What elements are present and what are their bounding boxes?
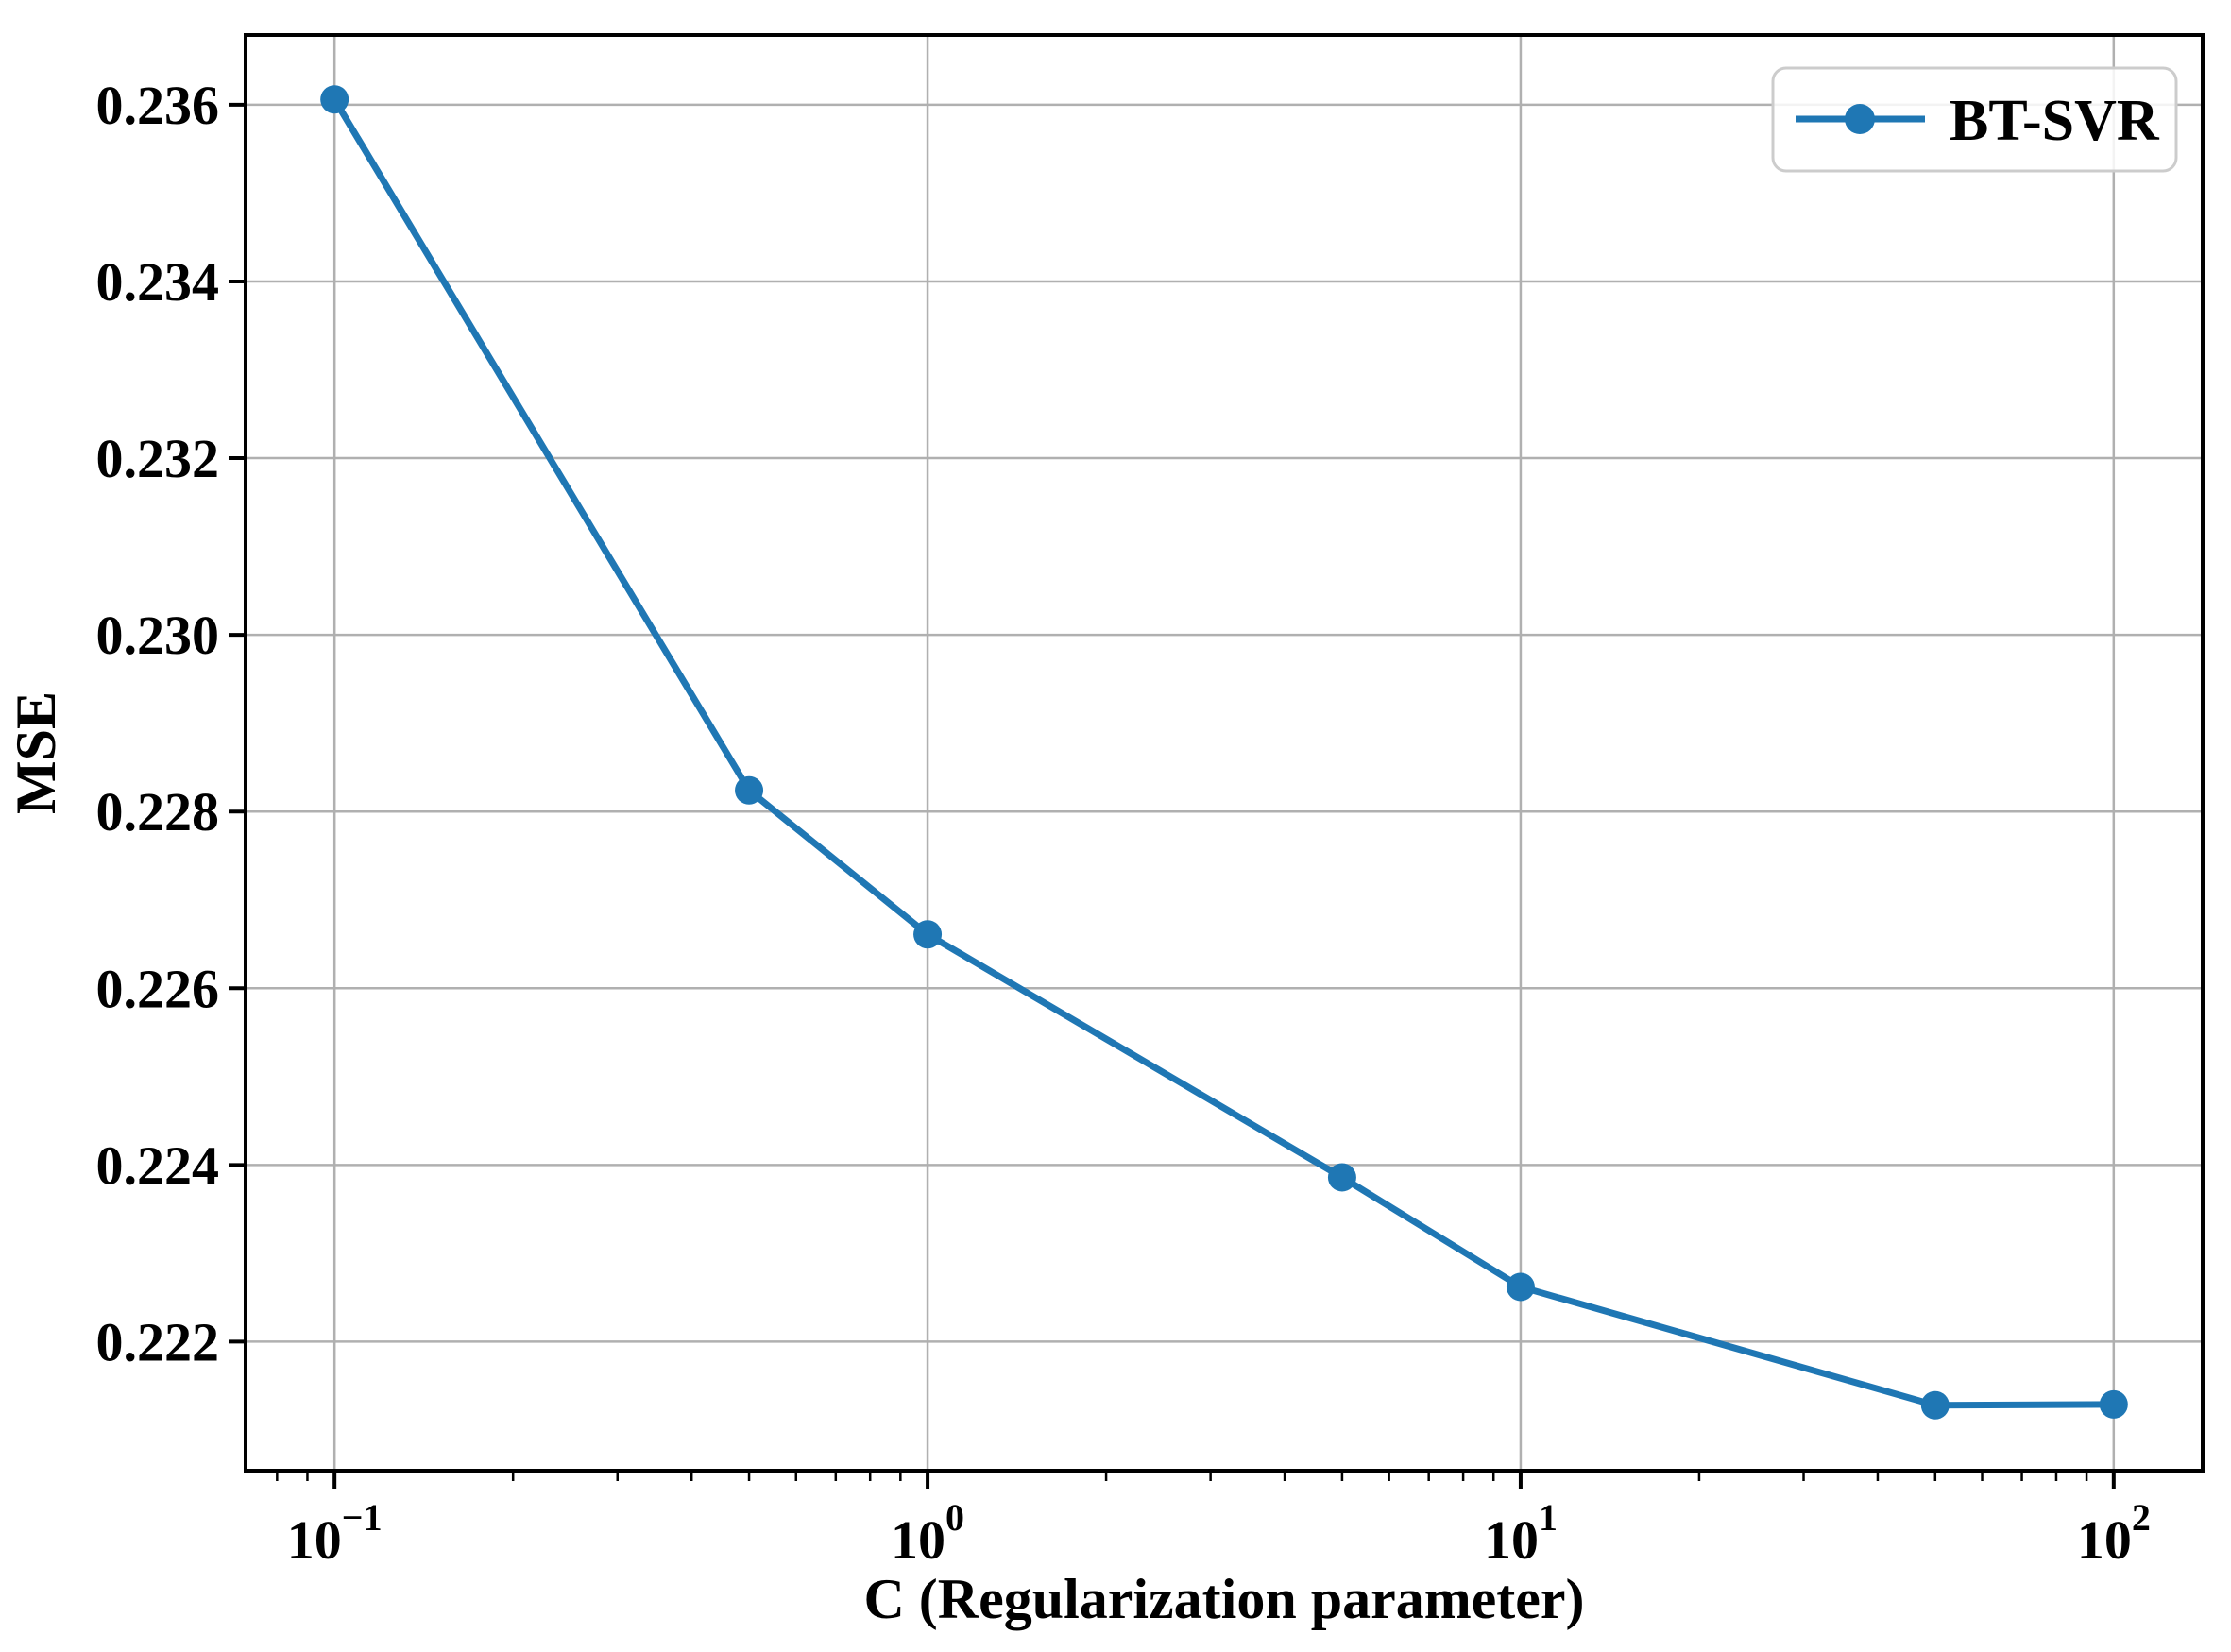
legend-box [1771, 66, 2178, 173]
data-point-marker [2099, 1389, 2128, 1419]
x-tick-label: 100 [891, 1496, 964, 1571]
series-line [331, 95, 2118, 1409]
x-tick-label: 10−1 [287, 1496, 383, 1571]
y-tick-label: 0.228 [96, 781, 220, 843]
data-point-marker [1920, 1390, 1950, 1420]
series-layer [320, 85, 2128, 1420]
y-tick-label: 0.232 [96, 428, 220, 489]
data-point-marker [320, 85, 349, 114]
x-tick-label: 101 [1484, 1496, 1558, 1571]
y-axis-label: MSE [5, 691, 67, 814]
grid-layer [246, 35, 2203, 1471]
data-point-marker [913, 920, 943, 949]
x-tick-label: 102 [2077, 1496, 2151, 1571]
plot-border [244, 33, 2205, 1473]
x-axis-label: C (Regularization parameter) [863, 1568, 1584, 1630]
axes-layer [229, 33, 2205, 1489]
y-tick-label: 0.226 [96, 958, 220, 1019]
data-point-marker [1506, 1272, 1535, 1302]
y-tick-label: 0.224 [96, 1134, 220, 1196]
data-point-marker [1327, 1163, 1356, 1192]
y-tick-label: 0.236 [96, 75, 220, 136]
tick-label-layer: 0.222 0.224 0.226 0.228 0.230 0.232 0.234 0.236… [96, 75, 2151, 1571]
y-tick-label: 0.222 [96, 1311, 220, 1372]
y-tick-label: 0.234 [96, 251, 220, 313]
data-point-marker [735, 775, 764, 805]
y-tick-label: 0.230 [96, 605, 220, 666]
legend-marker-icon [1845, 104, 1875, 134]
legend-item-label: BT-SVR [1950, 89, 2160, 153]
legend: BT-SVR [1771, 66, 2178, 173]
